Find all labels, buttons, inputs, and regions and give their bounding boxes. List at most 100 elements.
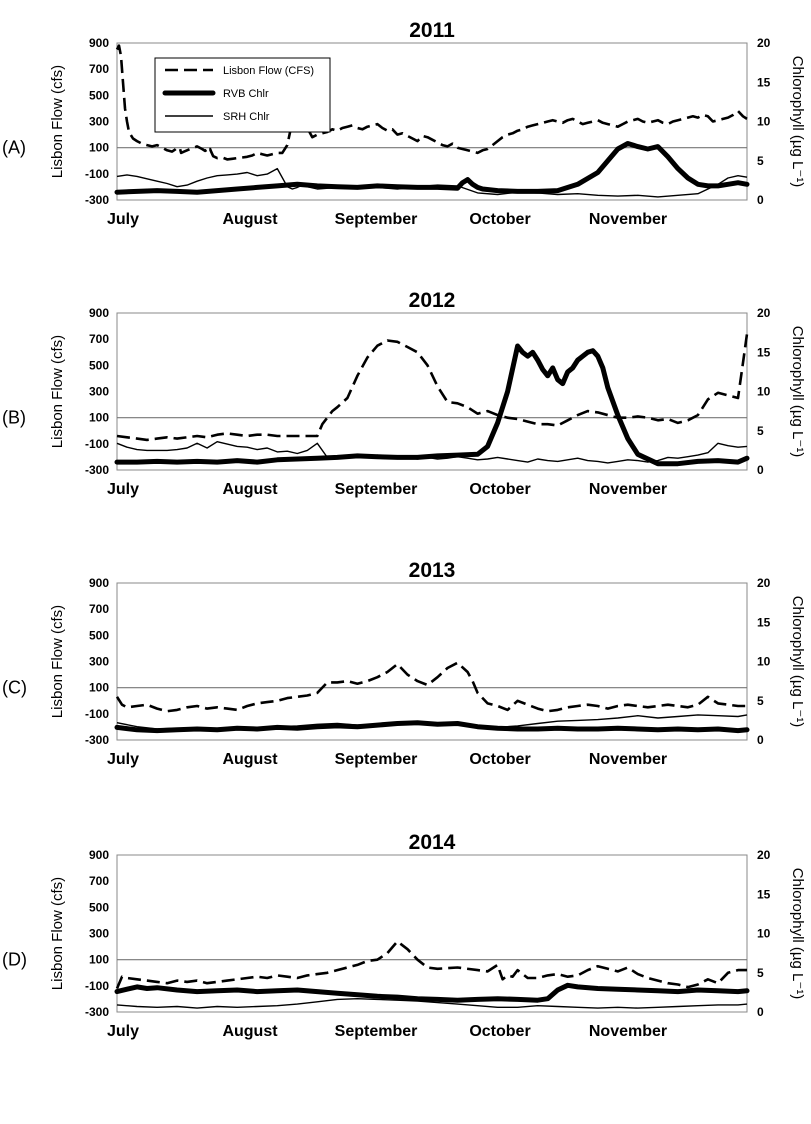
month-label: September xyxy=(335,481,418,498)
left-y-tick-label: 500 xyxy=(89,88,109,102)
right-y-tick-label: 5 xyxy=(757,154,764,168)
left-axis-label: Lisbon Flow (cfs) xyxy=(49,65,66,178)
series-line-rvb-chlr xyxy=(114,141,750,195)
right-y-tick-label: 5 xyxy=(757,694,764,708)
left-y-tick-label: -100 xyxy=(85,979,109,993)
left-y-tick-label: 700 xyxy=(89,62,109,76)
right-y-tick-label: 15 xyxy=(757,887,771,901)
panel-2014: 2014 900 700 500 300 100 -100 -300 20 15 10 5 0 July A… xyxy=(2,831,806,1040)
right-y-tick-label: 10 xyxy=(757,655,771,669)
month-label: August xyxy=(222,1023,278,1040)
left-y-tick-label: 900 xyxy=(89,848,109,862)
left-y-tick-label: 700 xyxy=(89,602,109,616)
month-label: November xyxy=(589,1023,667,1040)
right-y-tick-label: 0 xyxy=(757,1005,764,1019)
month-label: July xyxy=(107,211,139,228)
month-label: August xyxy=(222,751,278,768)
series-line-srh-chlr xyxy=(116,998,748,1009)
plot-frame xyxy=(116,42,748,201)
month-label: July xyxy=(107,481,139,498)
left-y-tick-label: -300 xyxy=(85,1005,109,1019)
panel-label: (A) xyxy=(2,138,26,158)
plot-frame xyxy=(116,854,748,1013)
left-y-tick-label: 900 xyxy=(89,576,109,590)
right-y-tick-label: 0 xyxy=(757,733,764,747)
series-line-lisbon-flow-cfs- xyxy=(115,44,748,161)
panel-2011: 2011 900 700 500 300 100 -100 -300 20 15 10 5 0 July A… xyxy=(2,19,806,228)
right-y-tick-label: 0 xyxy=(757,463,764,477)
left-y-tick-label: 500 xyxy=(89,358,109,372)
series-line-rvb-chlr xyxy=(114,343,750,467)
left-y-tick-label: -100 xyxy=(85,437,109,451)
panel-label: (D) xyxy=(2,950,27,970)
left-y-tick-label: 300 xyxy=(89,927,109,941)
left-y-tick-label: 900 xyxy=(89,36,109,50)
right-y-tick-label: 20 xyxy=(757,36,771,50)
panel-label: (C) xyxy=(2,678,27,698)
month-label: October xyxy=(469,751,530,768)
month-label: October xyxy=(469,211,530,228)
series-line-lisbon-flow-cfs- xyxy=(115,661,747,713)
left-y-tick-label: -100 xyxy=(85,707,109,721)
right-y-tick-label: 5 xyxy=(757,966,764,980)
left-y-tick-label: 300 xyxy=(89,115,109,129)
right-axis-label: Chlorophyll (µg L⁻¹) xyxy=(789,596,806,728)
panel-2013: 2013 900 700 500 300 100 -100 -300 20 15 10 5 0 July A… xyxy=(2,559,806,768)
right-axis-label: Chlorophyll (µg L⁻¹) xyxy=(789,868,806,1000)
month-label: July xyxy=(107,751,139,768)
left-axis-label: Lisbon Flow (cfs) xyxy=(49,605,66,718)
series-line-lisbon-flow-cfs- xyxy=(116,333,749,442)
left-y-tick-label: 900 xyxy=(89,306,109,320)
legend-entry: Lisbon Flow (CFS) xyxy=(223,65,314,77)
plot-frame xyxy=(116,312,748,471)
right-y-tick-label: 15 xyxy=(757,615,771,629)
panel-2012: 2012 900 700 500 300 100 -100 -300 20 15 10 5 0 July A… xyxy=(2,289,806,498)
left-axis-label: Lisbon Flow (cfs) xyxy=(49,877,66,990)
left-y-tick-label: 700 xyxy=(89,874,109,888)
month-label: September xyxy=(335,211,418,228)
right-y-tick-label: 15 xyxy=(757,345,771,359)
right-y-tick-label: 10 xyxy=(757,927,771,941)
month-label: October xyxy=(469,1023,530,1040)
panel-label: (B) xyxy=(2,408,26,428)
left-y-tick-label: 300 xyxy=(89,655,109,669)
series-line-rvb-chlr xyxy=(114,720,750,734)
legend-entry: RVB Chlr xyxy=(223,88,269,100)
right-y-tick-label: 15 xyxy=(757,75,771,89)
month-label: July xyxy=(107,1023,139,1040)
series-line-srh-chlr xyxy=(116,441,748,464)
month-label: September xyxy=(335,1023,418,1040)
series-line-rvb-chlr xyxy=(114,982,750,1003)
left-y-tick-label: 700 xyxy=(89,332,109,346)
chart-title: 2012 xyxy=(409,289,456,312)
right-y-tick-label: 0 xyxy=(757,193,764,207)
month-label: November xyxy=(589,751,667,768)
right-y-tick-label: 10 xyxy=(757,115,771,129)
month-label: November xyxy=(589,481,667,498)
left-y-tick-label: -300 xyxy=(85,193,109,207)
right-y-tick-label: 20 xyxy=(757,306,771,320)
month-label: October xyxy=(469,481,530,498)
legend-entry: SRH Chlr xyxy=(223,111,270,123)
series-line-srh-chlr xyxy=(116,167,748,198)
right-y-tick-label: 5 xyxy=(757,424,764,438)
left-y-tick-label: -300 xyxy=(85,733,109,747)
right-y-tick-label: 20 xyxy=(757,576,771,590)
right-axis-label: Chlorophyll (µg L⁻¹) xyxy=(789,326,806,458)
chart-title: 2011 xyxy=(409,19,455,42)
legend: Lisbon Flow (CFS) RVB Chlr SRH Chlr xyxy=(154,57,331,133)
left-y-tick-label: -300 xyxy=(85,463,109,477)
left-y-tick-label: 100 xyxy=(89,141,109,155)
left-y-tick-label: 100 xyxy=(89,681,109,695)
series-line-lisbon-flow-cfs- xyxy=(115,940,747,990)
month-label: November xyxy=(589,211,667,228)
series-line-srh-chlr xyxy=(116,714,748,731)
right-y-tick-label: 10 xyxy=(757,385,771,399)
left-y-tick-label: 100 xyxy=(89,953,109,967)
right-axis-label: Chlorophyll (µg L⁻¹) xyxy=(789,56,806,188)
month-label: August xyxy=(222,211,278,228)
left-y-tick-label: 500 xyxy=(89,900,109,914)
left-y-tick-label: 500 xyxy=(89,628,109,642)
chart-title: 2014 xyxy=(409,831,456,854)
